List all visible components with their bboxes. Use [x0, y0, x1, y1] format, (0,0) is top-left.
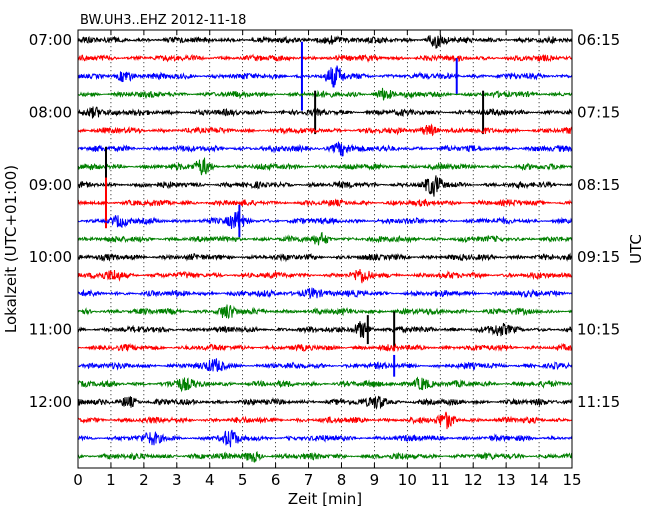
trace-line — [77, 287, 573, 299]
trace-line — [77, 411, 573, 430]
trace-line — [77, 304, 573, 320]
trace-line — [77, 231, 573, 246]
trace-line — [77, 198, 573, 208]
utc-time-label: 09:15 — [577, 248, 620, 266]
x-tick-label: 4 — [205, 471, 215, 489]
time-labels: 07:00 08:00 09:00 10:00 11:00 12:00 06:15 07:15… — [29, 31, 620, 411]
x-axis-ticks: 0 1 2 3 4 5 6 7 8 9 10 11 12 13 14 15 — [73, 30, 582, 489]
utc-time-label: 10:15 — [577, 321, 620, 339]
trace-line — [77, 376, 573, 393]
trace-line — [77, 53, 573, 64]
x-tick-label: 8 — [337, 471, 347, 489]
local-time-label: 12:00 — [29, 393, 72, 411]
local-time-label: 11:00 — [29, 321, 72, 339]
left-axis-label: Lokalzeit (UTC+01:00) — [2, 165, 20, 333]
trace-line — [77, 395, 573, 410]
x-tick-label: 3 — [172, 471, 182, 489]
chart-title: BW.UH3..EHZ 2012-11-18 — [80, 13, 246, 28]
local-time-label: 07:00 — [29, 31, 72, 49]
x-tick-label: 9 — [370, 471, 380, 489]
x-tick-label: 12 — [464, 471, 483, 489]
utc-time-label: 06:15 — [577, 31, 620, 49]
x-tick-label: 5 — [238, 471, 248, 489]
x-tick-label: 6 — [271, 471, 281, 489]
trace-line — [77, 429, 573, 448]
trace-line — [77, 358, 573, 372]
utc-time-label: 11:15 — [577, 393, 620, 411]
x-tick-label: 14 — [530, 471, 549, 489]
plot-frame — [77, 29, 573, 469]
x-tick-label: 10 — [398, 471, 417, 489]
local-time-label: 09:00 — [29, 176, 72, 194]
trace-line — [77, 321, 573, 338]
trace-line — [77, 106, 573, 119]
trace-line — [77, 87, 573, 101]
x-axis-label: Zeit [min] — [288, 490, 362, 508]
x-tick-label: 2 — [139, 471, 149, 489]
trace-line — [78, 342, 573, 353]
trace-line — [77, 268, 573, 284]
x-tick-label: 15 — [562, 471, 581, 489]
trace-line — [77, 252, 573, 263]
vertical-grid — [110, 30, 540, 468]
x-tick-label: 7 — [304, 471, 314, 489]
trace-line — [77, 157, 573, 176]
trace-line — [77, 450, 573, 464]
trace-line — [77, 123, 573, 137]
trace-line — [77, 34, 573, 49]
trace-line — [77, 65, 573, 88]
trace-line — [77, 175, 573, 197]
x-tick-label: 11 — [431, 471, 450, 489]
x-tick-label: 0 — [73, 471, 83, 489]
x-tick-label: 13 — [497, 471, 516, 489]
utc-time-label: 07:15 — [577, 103, 620, 121]
x-tick-label: 1 — [106, 471, 116, 489]
utc-time-label: 08:15 — [577, 176, 620, 194]
trace-line — [77, 211, 573, 230]
right-axis-label: UTC — [627, 234, 645, 264]
trace-line — [77, 141, 573, 157]
local-time-label: 08:00 — [29, 103, 72, 121]
local-time-label: 10:00 — [29, 248, 72, 266]
seismogram-traces — [77, 34, 573, 464]
